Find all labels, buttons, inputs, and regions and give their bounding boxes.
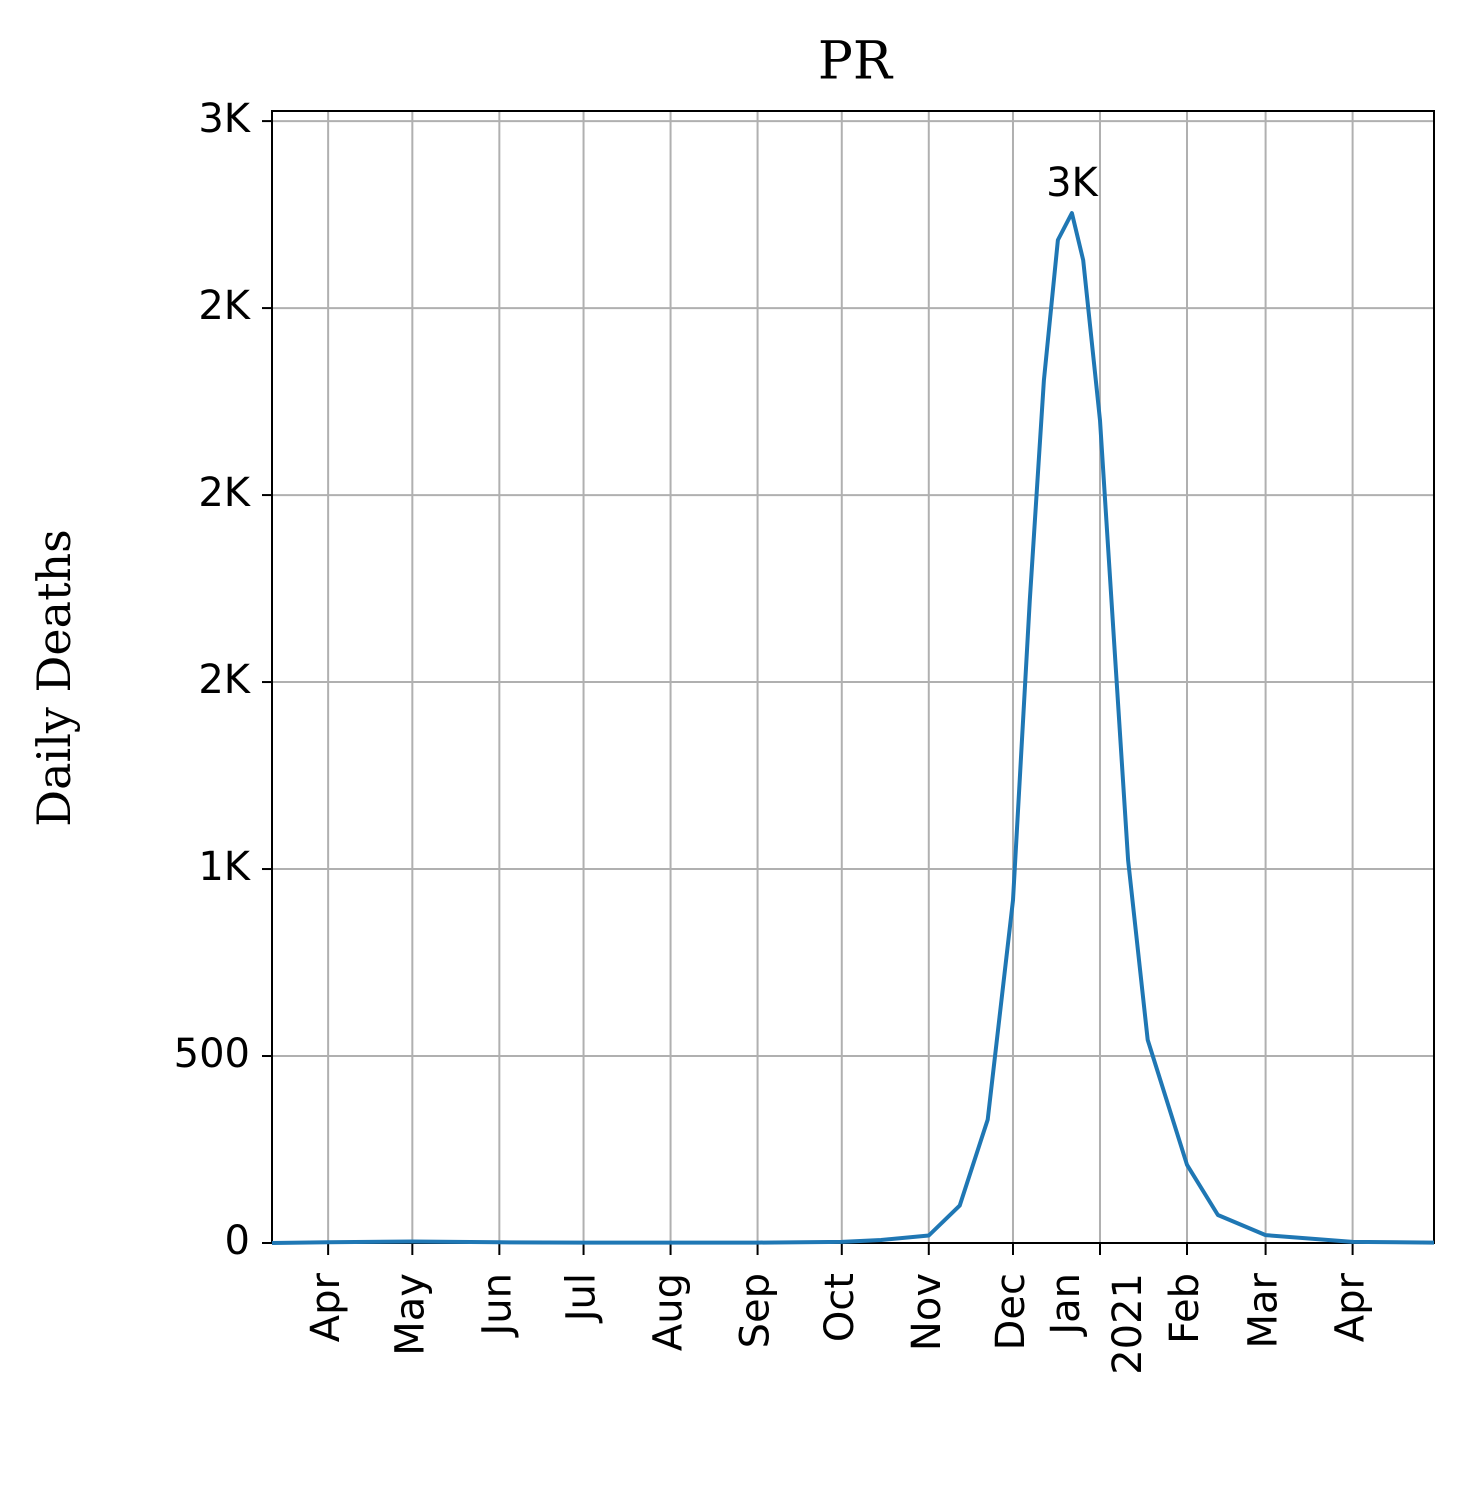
plot-frame [271,110,1435,1244]
x-tick-label: May [387,1273,433,1356]
y-tick-label: 0 [225,1218,250,1264]
x-tick-label: 2021 [1105,1273,1151,1375]
y-tick-label: 2K [198,470,251,516]
y-axis-label: Daily Deaths [27,529,81,827]
data-line [271,211,1435,1245]
x-tick-label: Apr [303,1272,349,1342]
x-tick-label: Mar [1241,1272,1287,1348]
x-tick-label: Jan [1043,1273,1089,1338]
y-tick-label: 1K [198,844,251,890]
y-tick-label: 3K [198,96,251,142]
x-tick-label: Jul [559,1273,605,1324]
x-tick-label: Feb [1162,1273,1208,1344]
y-tick-label: 500 [174,1031,250,1077]
y-tick-label: 2K [198,283,251,329]
x-tick-label: Sep [733,1273,779,1348]
x-tick-label: Jun [474,1273,520,1339]
chart-title: PR [818,32,894,92]
x-tick-label: Dec [988,1273,1034,1350]
y-tick-label: 2K [198,657,251,703]
x-tick-label: Oct [817,1273,863,1342]
x-tick-label: Nov [904,1273,950,1351]
peak-label: 3K [1046,160,1099,206]
x-tick-label: Apr [1328,1272,1374,1342]
x-tick-label: Aug [646,1273,692,1351]
